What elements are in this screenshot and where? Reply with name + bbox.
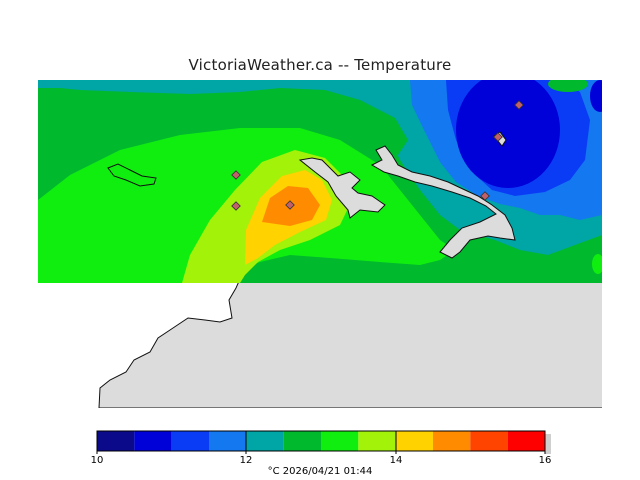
colorbar-swatch	[97, 431, 135, 451]
station-marker[interactable]	[231, 201, 241, 211]
map-title: VictoriaWeather.ca -- Temperature	[188, 56, 452, 74]
colorbar-tick-label: 16	[538, 455, 552, 466]
station-marker[interactable]	[231, 170, 241, 180]
station-marker[interactable]	[514, 100, 524, 110]
colorbar-shadow	[545, 434, 551, 454]
peninsula-land	[298, 157, 386, 219]
island-west	[107, 163, 157, 187]
colorbar-swatch	[246, 431, 284, 451]
colorbar-swatch	[470, 431, 508, 451]
colorbar-swatch	[395, 431, 433, 451]
station-marker[interactable]	[285, 200, 295, 210]
colorbar-swatch	[358, 431, 396, 451]
station-marker[interactable]	[493, 132, 503, 142]
weather-stations	[231, 100, 524, 211]
temperature-field	[38, 80, 602, 283]
colorbar-tick-label: 14	[389, 455, 403, 466]
temperature-colorbar	[96, 430, 551, 454]
station-marker[interactable]	[480, 191, 490, 201]
colorbar-swatch	[433, 431, 471, 451]
colorbar-caption: °C 2026/04/21 01:44	[267, 466, 373, 477]
shoreline-strip	[370, 145, 516, 259]
colorbar-tick-label: 10	[90, 455, 104, 466]
colorbar-swatch	[321, 431, 359, 451]
map-area	[38, 80, 602, 408]
colorbar-swatch	[283, 431, 321, 451]
colorbar-swatch	[507, 431, 545, 451]
colorbar-swatch	[134, 431, 172, 451]
colorbar-swatch	[171, 431, 209, 451]
colorbar-tick-label: 12	[239, 455, 253, 466]
colorbar-swatch	[209, 431, 247, 451]
